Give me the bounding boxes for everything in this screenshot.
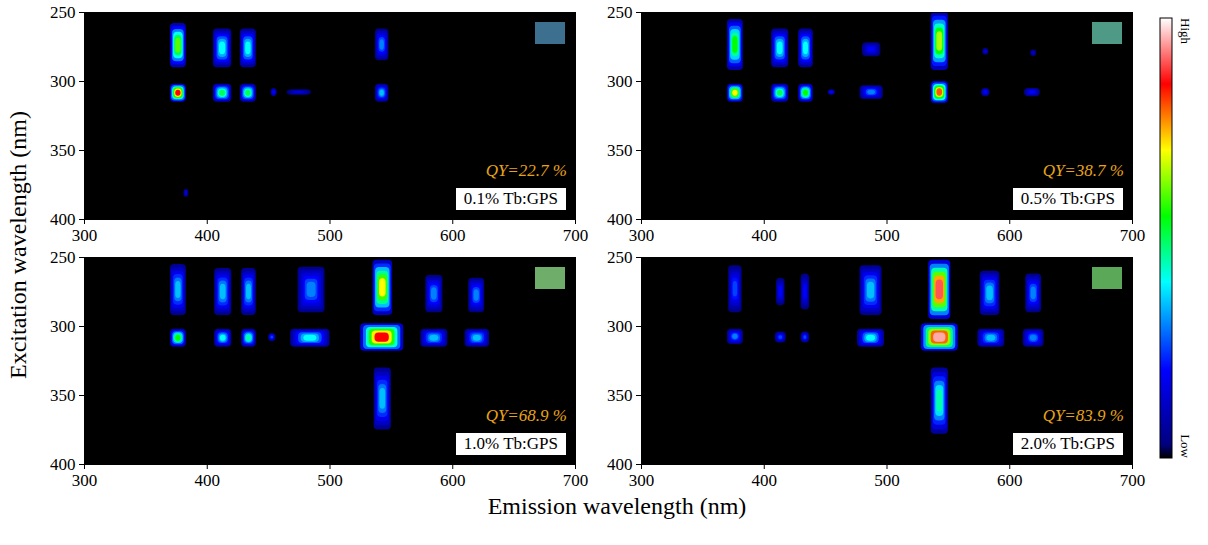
svg-text:500: 500 <box>317 471 343 490</box>
svg-text:400: 400 <box>607 209 633 229</box>
svg-text:High: High <box>1178 18 1193 45</box>
svg-text:300: 300 <box>629 471 655 490</box>
svg-text:Low: Low <box>1178 434 1193 458</box>
svg-text:700: 700 <box>563 471 589 490</box>
svg-text:300: 300 <box>72 226 98 245</box>
svg-text:500: 500 <box>874 471 900 490</box>
svg-text:700: 700 <box>1120 471 1146 490</box>
svg-text:700: 700 <box>563 226 589 245</box>
svg-text:400: 400 <box>607 454 633 474</box>
svg-text:300: 300 <box>50 317 76 336</box>
svg-text:250: 250 <box>607 3 633 22</box>
html-text:2.0% Tb:GPS: 2.0% Tb:GPS <box>1020 434 1115 453</box>
html-text:0.1% Tb:GPS: 0.1% Tb:GPS <box>463 189 558 208</box>
svg-text:400: 400 <box>195 471 221 490</box>
svg-text:300: 300 <box>607 317 633 336</box>
svg-text:600: 600 <box>440 471 466 490</box>
svg-text:300: 300 <box>607 72 633 91</box>
html-text:QY=83.9 %: QY=83.9 % <box>1042 406 1124 425</box>
html-text:QY=22.7 %: QY=22.7 % <box>485 161 567 180</box>
svg-text:500: 500 <box>874 226 900 245</box>
svg-text:350: 350 <box>50 141 76 160</box>
svg-text:250: 250 <box>50 3 76 22</box>
svg-text:400: 400 <box>195 226 221 245</box>
svg-text:250: 250 <box>50 248 76 267</box>
svg-text:400: 400 <box>752 226 778 245</box>
svg-text:300: 300 <box>72 471 98 490</box>
svg-text:350: 350 <box>607 141 633 160</box>
html-text:0.5% Tb:GPS: 0.5% Tb:GPS <box>1020 189 1115 208</box>
svg-text:300: 300 <box>50 72 76 91</box>
svg-text:400: 400 <box>752 471 778 490</box>
svg-text:700: 700 <box>1120 226 1146 245</box>
html-text:QY=68.9 %: QY=68.9 % <box>485 406 567 425</box>
svg-text:400: 400 <box>50 209 76 229</box>
svg-text:500: 500 <box>317 226 343 245</box>
html-text:Emission wavelength (nm): Emission wavelength (nm) <box>487 493 747 519</box>
svg-text:350: 350 <box>607 386 633 405</box>
svg-text:600: 600 <box>997 471 1023 490</box>
svg-text:600: 600 <box>440 226 466 245</box>
html-text:Excitation wavelength (nm): Excitation wavelength (nm) <box>4 111 31 379</box>
svg-text:600: 600 <box>997 226 1023 245</box>
html-text:QY=38.7 %: QY=38.7 % <box>1042 161 1124 180</box>
svg-text:250: 250 <box>607 248 633 267</box>
svg-text:300: 300 <box>629 226 655 245</box>
html-text:1.0% Tb:GPS: 1.0% Tb:GPS <box>463 434 558 453</box>
svg-text:400: 400 <box>50 454 76 474</box>
svg-text:350: 350 <box>50 386 76 405</box>
